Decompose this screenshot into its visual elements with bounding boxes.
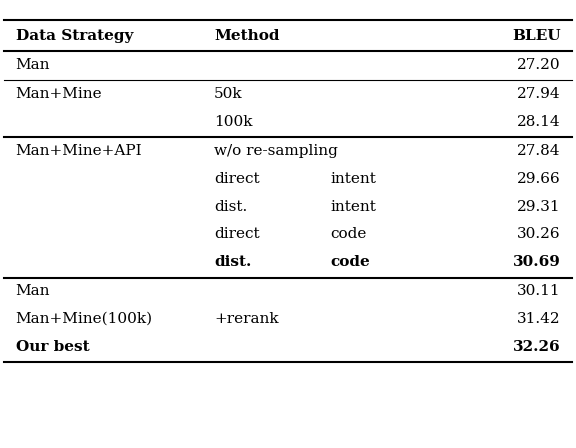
Text: 30.69: 30.69 xyxy=(513,255,560,269)
Text: 28.14: 28.14 xyxy=(517,115,560,129)
Text: Man+Mine+API: Man+Mine+API xyxy=(16,144,142,158)
Text: Man+Mine: Man+Mine xyxy=(16,87,102,101)
Text: Man: Man xyxy=(16,284,50,298)
Text: 29.31: 29.31 xyxy=(517,200,560,214)
Text: dist.: dist. xyxy=(214,255,252,269)
Text: code: code xyxy=(331,228,367,241)
Text: w/o re-sampling: w/o re-sampling xyxy=(214,144,338,158)
Text: 27.84: 27.84 xyxy=(517,144,560,158)
Text: intent: intent xyxy=(331,200,377,214)
Text: Data Strategy: Data Strategy xyxy=(16,29,133,43)
Text: 30.26: 30.26 xyxy=(517,228,560,241)
Text: 29.66: 29.66 xyxy=(517,172,560,186)
Text: Man: Man xyxy=(16,58,50,72)
Text: 27.94: 27.94 xyxy=(517,87,560,101)
Text: direct: direct xyxy=(214,228,260,241)
Text: 30.11: 30.11 xyxy=(517,284,560,298)
Text: 100k: 100k xyxy=(214,115,253,129)
Text: 50k: 50k xyxy=(214,87,243,101)
Text: 32.26: 32.26 xyxy=(513,340,560,354)
Text: intent: intent xyxy=(331,172,377,186)
Text: +rerank: +rerank xyxy=(214,312,279,326)
Text: code: code xyxy=(331,255,370,269)
Text: 27.20: 27.20 xyxy=(517,58,560,72)
Text: Man+Mine(100k): Man+Mine(100k) xyxy=(16,312,153,326)
Text: BLEU: BLEU xyxy=(512,29,560,43)
Text: 31.42: 31.42 xyxy=(517,312,560,326)
Text: Method: Method xyxy=(214,29,280,43)
Text: dist.: dist. xyxy=(214,200,248,214)
Text: direct: direct xyxy=(214,172,260,186)
Text: Our best: Our best xyxy=(16,340,89,354)
